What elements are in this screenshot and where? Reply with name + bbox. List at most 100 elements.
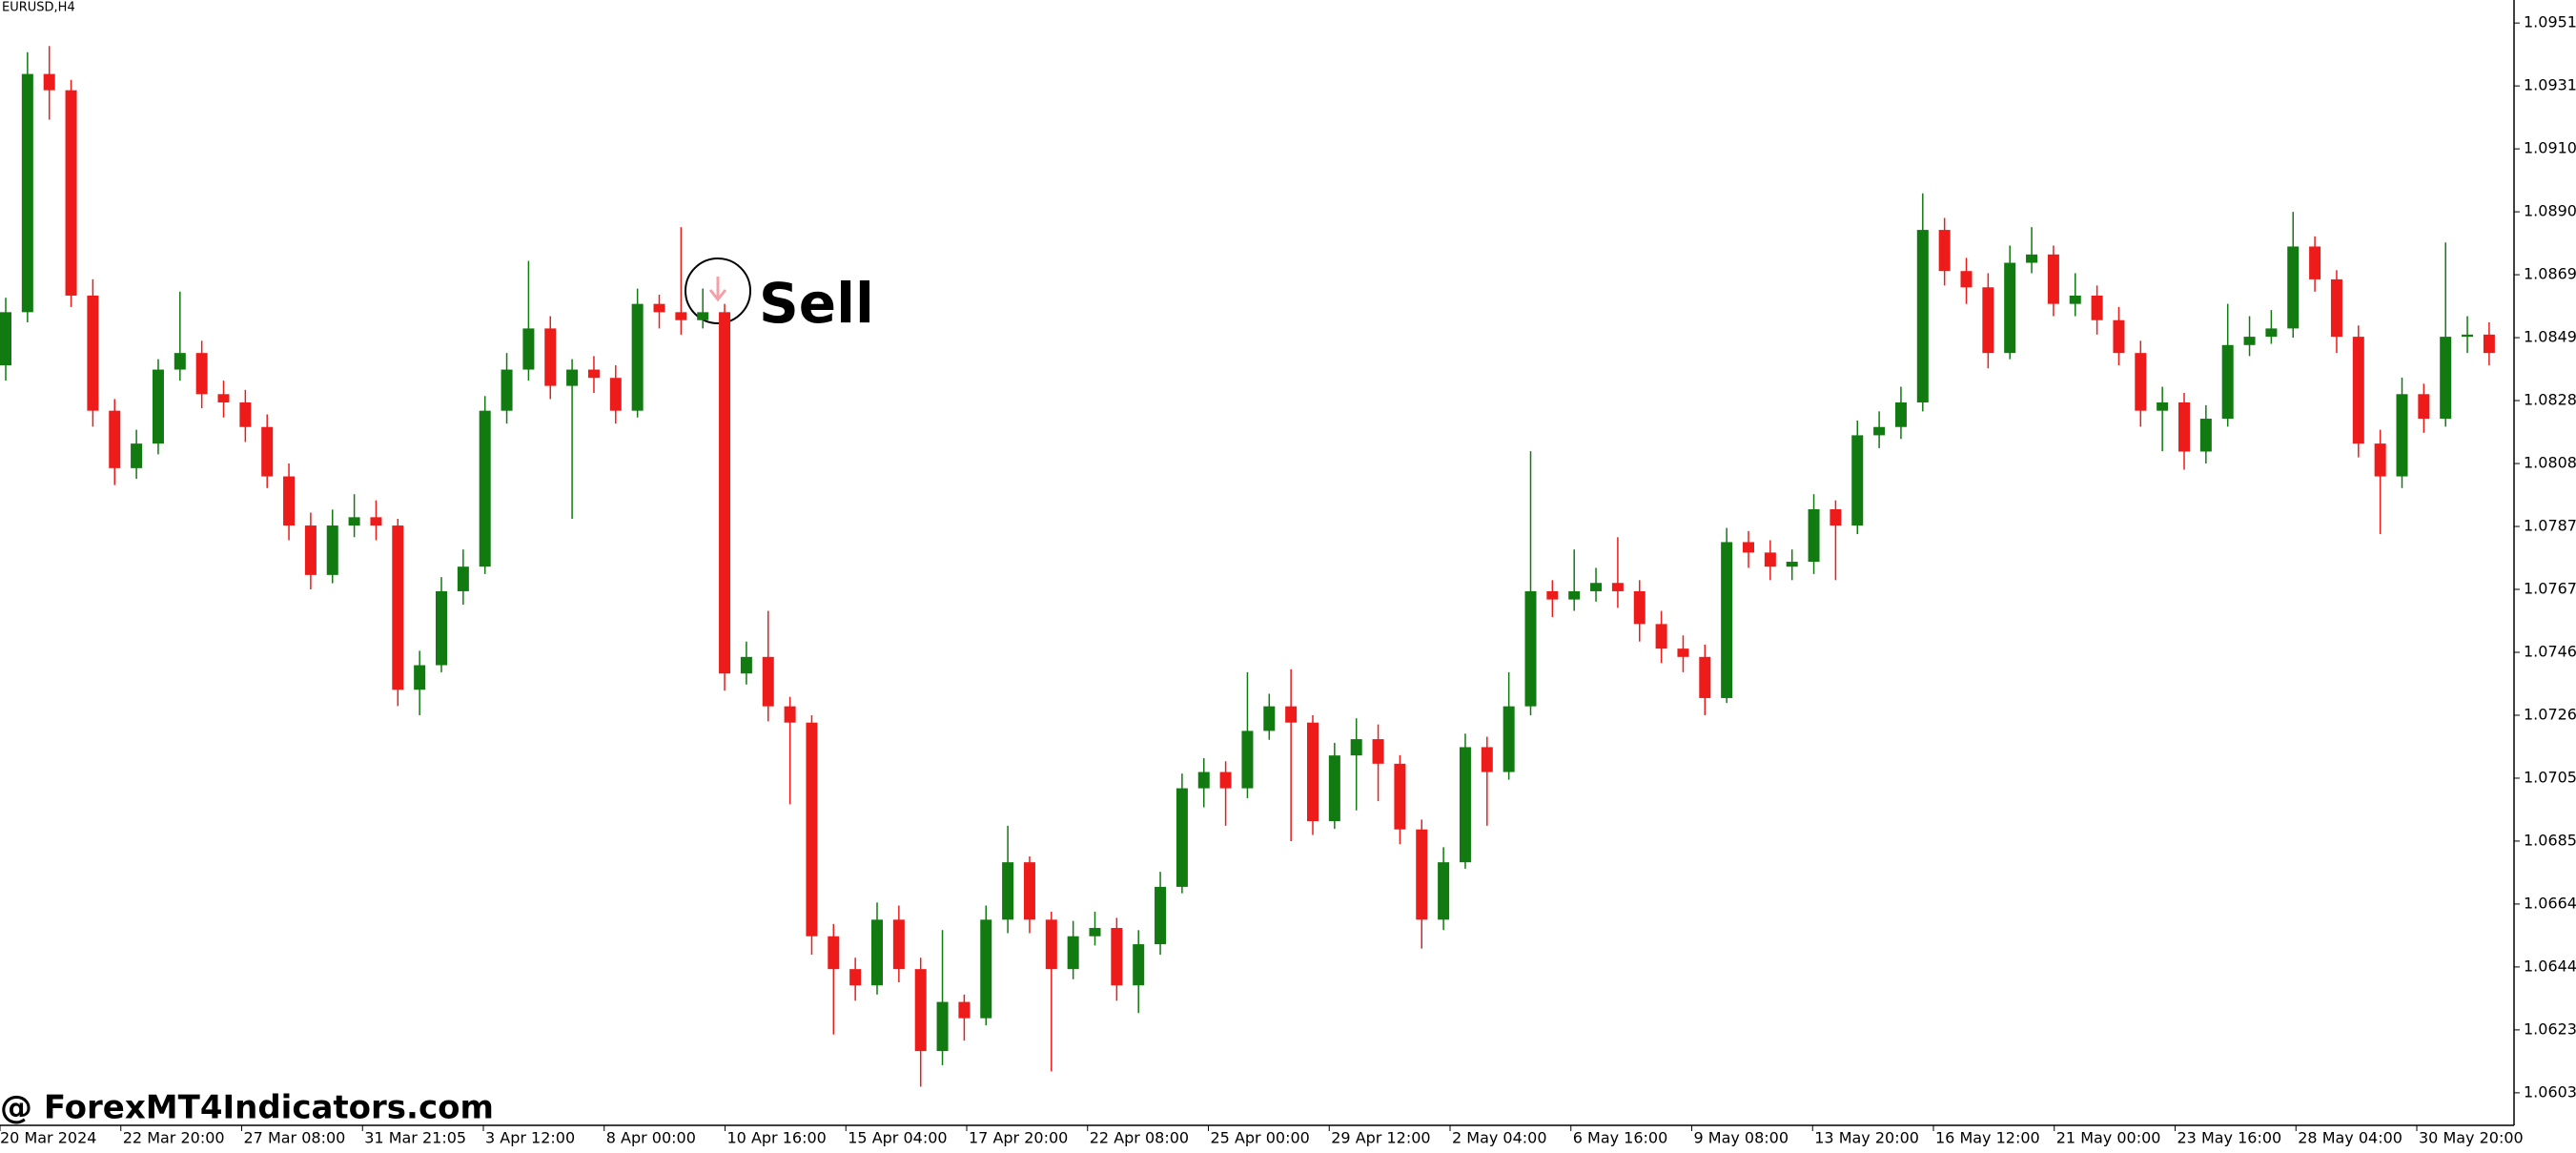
candle-body [2483,334,2495,354]
candle-body [653,303,665,313]
candle-body [762,656,774,707]
candle-body [2026,254,2038,263]
x-tick-label: 10 Apr 16:00 [727,1129,827,1147]
candle-body [958,1001,971,1019]
x-tick-label: 13 May 20:00 [1814,1129,1919,1147]
candle-body [0,312,11,366]
candle-body [1568,590,1581,600]
y-tick-label: 1.06030 [2524,1082,2576,1101]
x-tick-label: 3 Apr 12:00 [485,1129,575,1147]
candle-body [2113,319,2125,354]
x-tick-label: 2 May 04:00 [1452,1129,1547,1147]
candle-body [1743,542,1754,553]
candle-body [2047,254,2059,304]
candle-body [1111,928,1123,986]
watermark: @ ForexMT4Indicators.com [0,1089,494,1127]
candle-body [2157,401,2169,411]
y-tick-label: 1.08900 [2524,202,2576,220]
candle-body [283,476,296,526]
candle-body [828,936,840,970]
x-tick-label: 16 May 12:00 [1935,1129,2040,1147]
candle-body [2199,419,2212,452]
y-tick-label: 1.07670 [2524,580,2576,598]
candle-body [1524,590,1537,707]
candle-body [2287,246,2300,329]
x-tick-label: 28 May 04:00 [2298,1129,2402,1147]
candle-body [1263,706,1276,731]
candle-body [43,73,55,91]
candle-body [501,369,513,411]
candle-body [436,590,447,666]
candle-body [21,73,33,313]
candle-body [587,369,600,379]
candle-body [195,353,208,395]
candle-body [1438,862,1450,920]
candle-body [2309,246,2321,279]
candle-body [2352,337,2364,444]
y-tick-label: 1.07055 [2524,768,2576,786]
y-tick-label: 1.06850 [2524,831,2576,849]
candle-body [2243,337,2256,345]
y-tick-label: 1.09105 [2524,139,2576,157]
x-tick-label: 29 Apr 12:00 [1331,1129,1430,1147]
candle-body [2221,344,2234,420]
x-tick-label: 22 Apr 08:00 [1090,1129,1189,1147]
candle-body [457,566,469,591]
candle-body [784,706,796,723]
candle-body [1481,747,1493,772]
candle-body [914,969,927,1052]
y-tick-label: 1.09310 [2524,76,2576,94]
candle-body [980,919,992,1019]
candle-body [152,369,164,444]
candle-body [2374,443,2386,477]
candle-body [1786,562,1798,567]
candle-body [1960,271,1973,288]
candle-body [1067,936,1079,970]
candle-body [479,410,491,567]
candle-body [2418,394,2430,420]
candle-body [849,969,862,986]
candle-body [131,443,143,468]
candle-body [1241,731,1254,789]
candle-body [1023,862,1035,920]
candle-body [304,525,317,575]
y-tick-label: 1.07875 [2524,517,2576,535]
candle-body [631,303,644,411]
candle-body [566,369,579,386]
candle-body [348,517,360,526]
y-tick-label: 1.07465 [2524,642,2576,660]
candle-body [806,722,818,937]
candle-body [1721,542,1733,698]
x-tick-label: 15 Apr 04:00 [848,1129,947,1147]
candle-body [1416,829,1428,920]
x-tick-label: 17 Apr 20:00 [969,1129,1068,1147]
candle-body [1285,706,1298,723]
candle-body [217,394,230,402]
candle-body [1503,706,1515,772]
candle-body [326,525,338,575]
sell-arrow [708,277,727,302]
candle-body [370,517,382,526]
candle-body [1219,772,1232,789]
candle-body [2462,334,2474,338]
candle-body [1176,788,1188,887]
candle-body [1633,590,1646,625]
candle-body [1155,886,1167,945]
candle-body [2265,328,2278,338]
candle-body [87,295,99,411]
candle-body [1611,583,1624,591]
candle-body [1089,928,1101,937]
sell-circle [685,257,751,324]
candle-body [239,401,252,427]
candle-body [1307,722,1319,822]
y-tick-label: 1.08695 [2524,265,2576,283]
candle-body [392,525,404,690]
candle-body [1830,508,1842,526]
y-tick-label: 1.08285 [2524,391,2576,409]
x-tick-label: 22 Mar 20:00 [123,1129,225,1147]
candle-body [2091,295,2103,320]
candle-body [1851,435,1864,526]
x-tick-label: 9 May 08:00 [1694,1129,1789,1147]
